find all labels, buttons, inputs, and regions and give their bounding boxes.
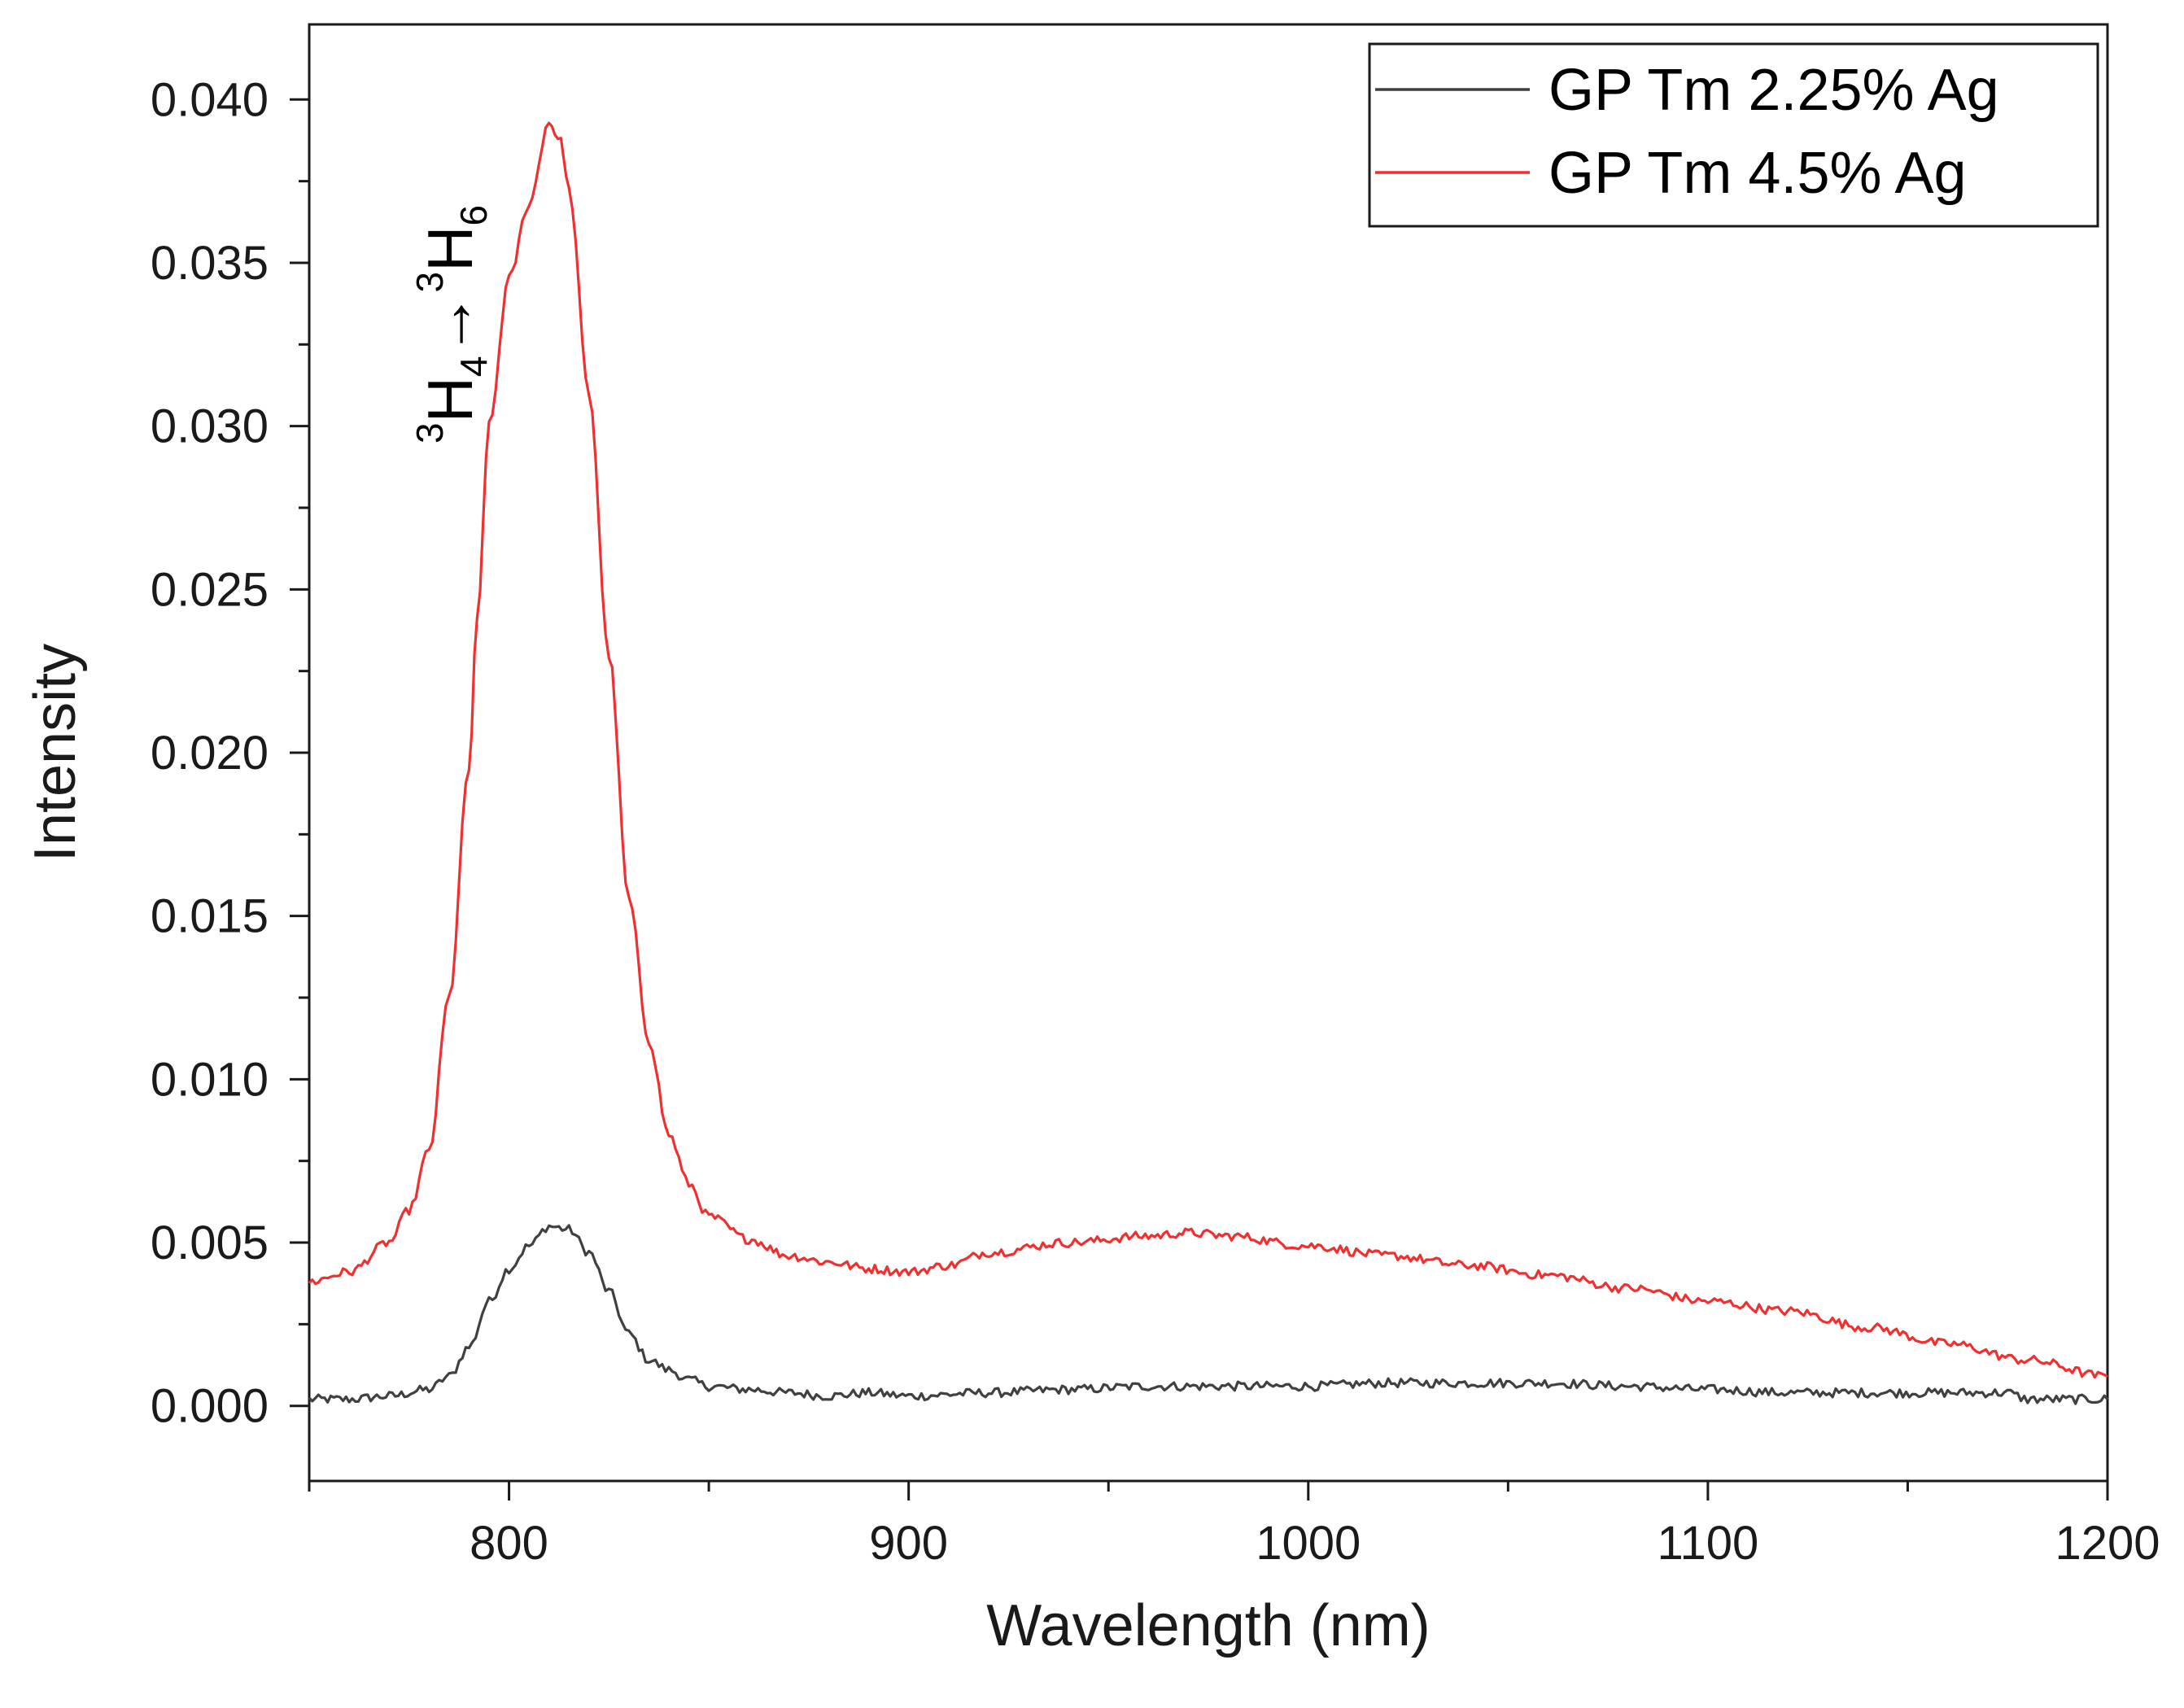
y-tick-label-0.005: 0.005 — [151, 1217, 269, 1269]
series-line-1 — [308, 1224, 2109, 1405]
legend-box — [1368, 42, 2099, 228]
x-tick-label-1200: 1200 — [2055, 1517, 2160, 1570]
anno-arrow: → — [414, 292, 486, 356]
x-axis-title: Wavelength (nm) — [986, 1593, 1431, 1658]
x-tick-label-900: 900 — [869, 1517, 948, 1570]
y-tick-label-0.010: 0.010 — [151, 1053, 269, 1106]
legend-label-series-2: GP Tm 4.5% Ag — [1548, 141, 1967, 206]
series-line-2 — [308, 121, 2108, 1379]
x-tick-label-1100: 1100 — [1658, 1517, 1759, 1570]
y-tick-label-0.030: 0.030 — [151, 400, 269, 453]
anno-sub-2: 6 — [452, 205, 495, 226]
anno-sup-1: 3 — [408, 422, 451, 443]
transition-annotation: 3H4→3H6 — [408, 205, 495, 443]
y-tick-label-0.025: 0.025 — [151, 563, 269, 616]
plot-frame — [308, 23, 2109, 1483]
x-tick-label-800: 800 — [470, 1517, 548, 1570]
x-tick-label-1000: 1000 — [1256, 1517, 1361, 1570]
y-tick-label-0.000: 0.000 — [151, 1380, 269, 1433]
ticks-layer: 800 900 1000 1100 1200 0.000 0.005 0.010 0.015 0.… — [151, 73, 2160, 1570]
y-axis-title: Intensity — [23, 644, 88, 862]
svg-text:3H4→3H6: 3H4→3H6 — [408, 205, 495, 443]
legend-label-series-1: GP Tm 2.25% Ag — [1548, 58, 1999, 123]
anno-sub-1: 4 — [452, 356, 495, 377]
series-layer — [308, 121, 2109, 1405]
y-tick-label-0.035: 0.035 — [151, 237, 269, 290]
y-tick-label-0.015: 0.015 — [151, 890, 269, 943]
anno-sup-2: 3 — [408, 272, 451, 293]
anno-h-2: H — [414, 226, 486, 272]
y-tick-label-0.040: 0.040 — [151, 73, 269, 126]
legend: GP Tm 2.25% Ag GP Tm 4.5% Ag — [1368, 42, 2099, 228]
y-tick-label-0.020: 0.020 — [151, 727, 269, 780]
anno-h-1: H — [414, 377, 486, 422]
